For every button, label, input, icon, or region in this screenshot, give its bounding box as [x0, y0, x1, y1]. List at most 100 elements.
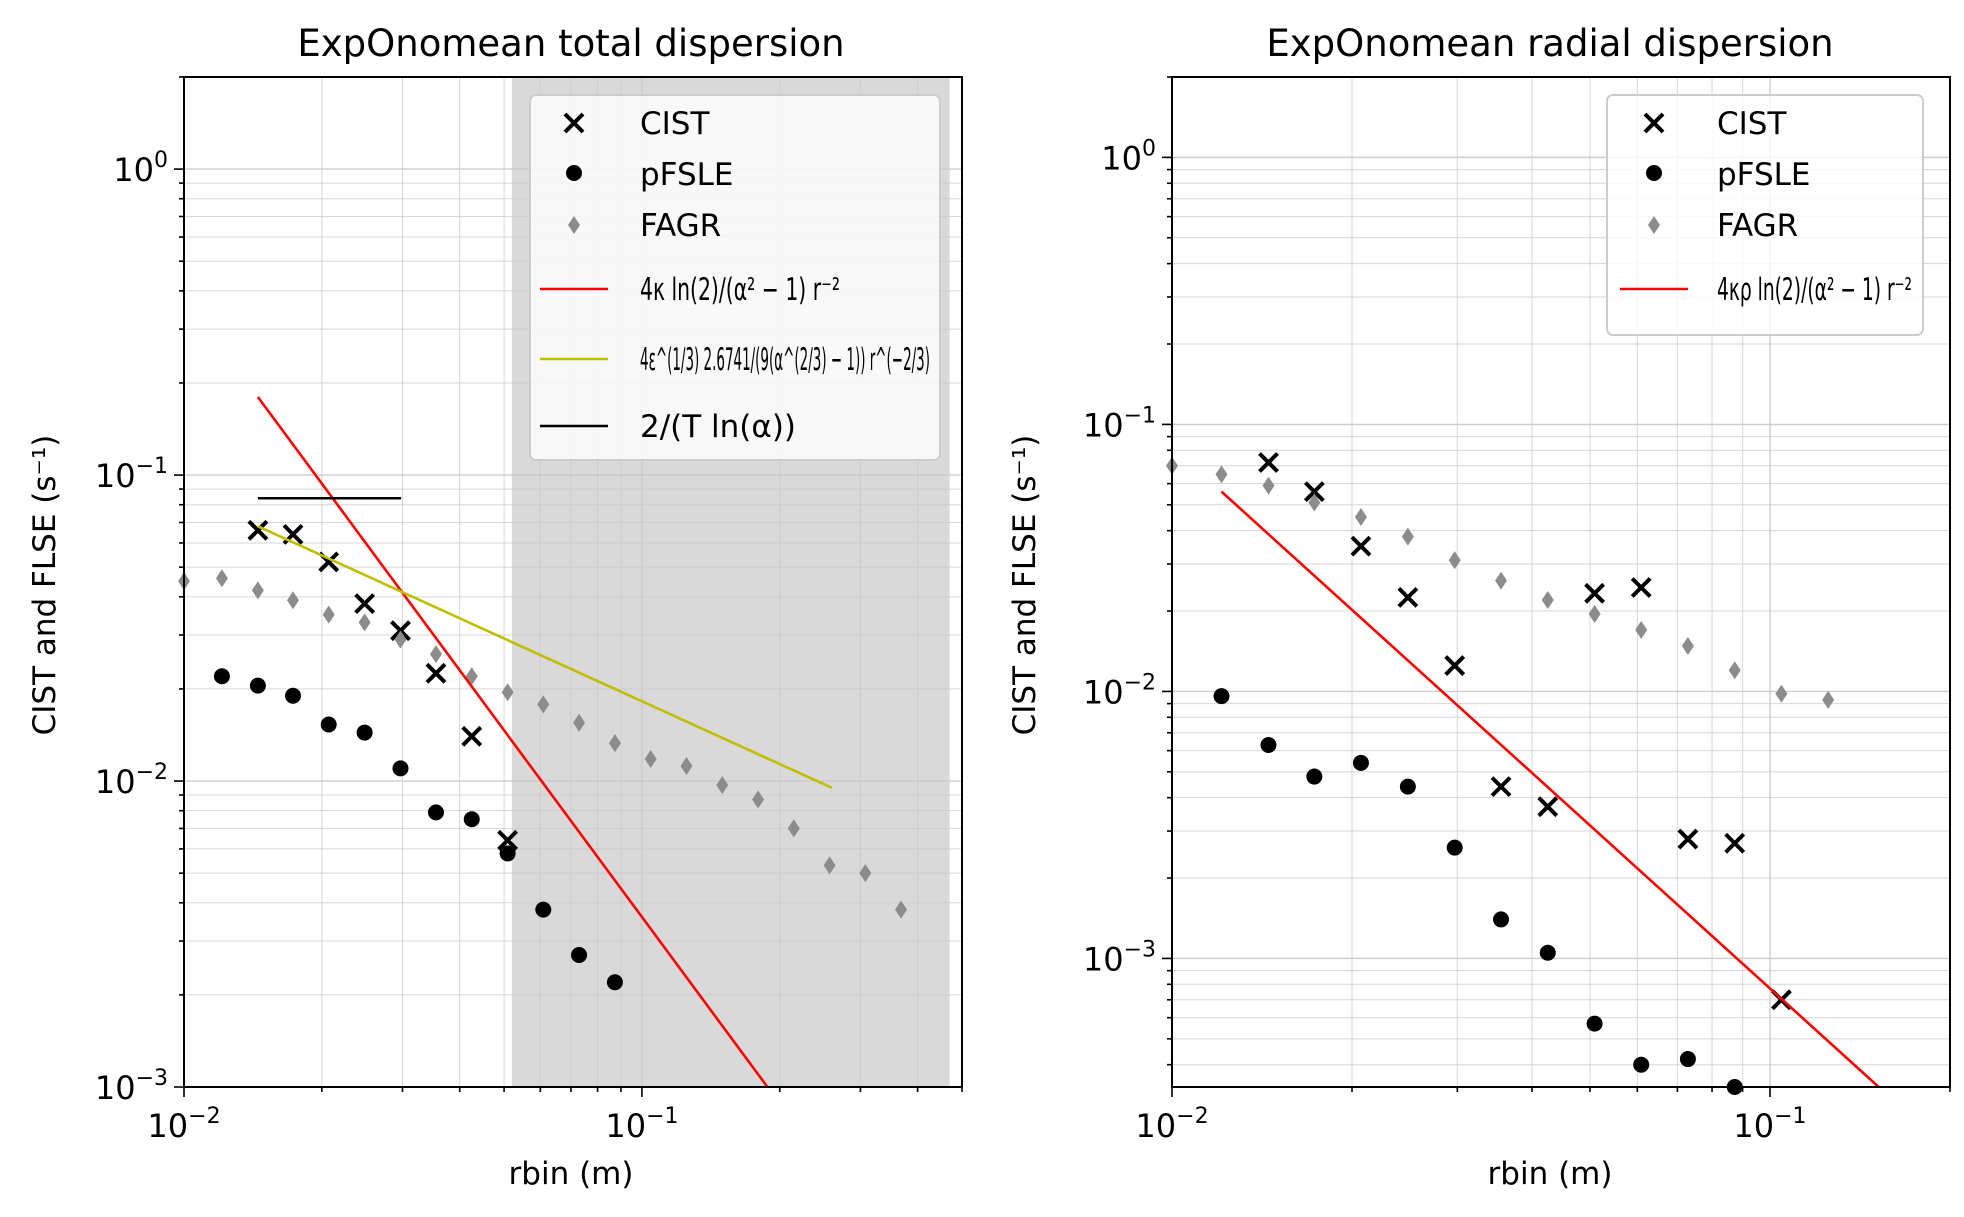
point-cist: [1537, 796, 1559, 818]
point-cist: [1444, 655, 1466, 676]
point-pfsle: [1493, 911, 1510, 928]
point-pfsle: [1399, 778, 1416, 795]
legend-entry-pfsle: pFSLE: [1646, 157, 1811, 193]
legend-entry-olive-fit: 4ε^(1/3) 2.6741/(9(α^(2/3) − 1)) r^(−2/3…: [540, 342, 930, 378]
legend-label-pfsle: pFSLE: [640, 157, 734, 193]
y-tick-labels: 10−3 10−2 10−1 100: [95, 148, 168, 1107]
point-pfsle: [249, 677, 266, 694]
point-pfsle: [1352, 754, 1369, 771]
legend-label-black-fit: 2/(T ln(α)): [640, 409, 796, 445]
point-pfsle: [1260, 736, 1277, 753]
x-tick-label: 10−1: [605, 1104, 678, 1145]
y-tick-label: 10−3: [1083, 937, 1156, 978]
total-dispersion-panel: ExpOnomean total dispersion rbin (m) CIS…: [27, 22, 963, 1192]
legend-label-cist: CIST: [1717, 106, 1787, 142]
point-cist: [1630, 577, 1652, 598]
point-fagr: [322, 605, 335, 624]
chart-title: ExpOnomean radial dispersion: [1266, 22, 1833, 65]
point-fagr: [251, 581, 264, 600]
y-axis-label: CIST and FLSE (s⁻¹): [1007, 435, 1043, 736]
series-red: [1220, 490, 1880, 1088]
legend-entry-red-fit: 4κ ln(2)/(α² − 1) r⁻²: [540, 272, 840, 308]
point-fagr: [823, 856, 836, 875]
point-pfsle: [499, 845, 516, 862]
point-fagr: [644, 750, 657, 769]
point-fagr: [1681, 636, 1694, 655]
series-olive: [257, 525, 833, 790]
point-fagr: [1262, 476, 1275, 495]
legend-label-olive-fit: 4ε^(1/3) 2.6741/(9(α^(2/3) − 1)) r^(−2/3…: [640, 342, 930, 378]
series-pfsle: [1213, 688, 1743, 1095]
point-fagr: [1401, 527, 1414, 546]
point-pfsle: [1306, 768, 1323, 785]
point-cist: [1258, 452, 1279, 473]
radial-dispersion-panel: ExpOnomean radial dispersion rbin (m) CI…: [1007, 22, 1951, 1192]
point-cist: [1677, 828, 1699, 850]
point-fagr: [429, 645, 442, 664]
point-fagr: [1448, 551, 1461, 570]
point-cist: [1724, 832, 1746, 854]
point-fagr: [501, 683, 514, 702]
legend-label-red-fit: 4κ ln(2)/(α² − 1) r⁻²: [640, 272, 840, 308]
point-fagr: [573, 713, 586, 732]
point-pfsle: [1633, 1056, 1650, 1073]
point-fagr: [608, 734, 621, 753]
point-fagr: [1354, 507, 1367, 526]
point-pfsle: [320, 716, 337, 733]
y-tick-labels: 10−3 10−2 10−1 100: [1083, 136, 1156, 978]
legend-entry-red-fit: 4κρ ln(2)/(α² − 1) r⁻²: [1620, 272, 1912, 308]
series-cist: [1258, 452, 1792, 1011]
legend-entry-cist: CIST: [1643, 106, 1787, 142]
point-fagr: [859, 864, 872, 883]
legend-label-cist: CIST: [640, 106, 710, 142]
point-cist: [247, 519, 269, 541]
x-tick-labels: 10−2 10−1: [147, 1104, 678, 1145]
legend-marker-circle: [1646, 165, 1662, 181]
x-tick-label: 10−2: [1135, 1104, 1208, 1145]
series-red: [256, 396, 769, 1088]
point-pfsle: [356, 724, 373, 741]
point-pfsle: [285, 687, 302, 704]
point-pfsle: [1446, 839, 1463, 856]
legend-entry-cist: CIST: [563, 106, 710, 142]
legend-entry-fagr: FAGR: [1648, 208, 1798, 244]
y-tick-label: 100: [1101, 136, 1156, 177]
legend-label-fagr: FAGR: [640, 208, 721, 244]
point-fagr: [1728, 661, 1741, 680]
plot-frame: [1171, 76, 1951, 1088]
y-tick-label: 10−3: [95, 1066, 168, 1107]
point-fagr: [537, 695, 550, 714]
point-pfsle: [1539, 944, 1556, 961]
y-tick-label: 100: [113, 148, 168, 189]
point-fagr: [287, 591, 300, 610]
point-fagr: [787, 819, 800, 838]
point-fagr: [895, 900, 908, 919]
x-axis-label: rbin (m): [509, 1156, 634, 1192]
point-cist: [1584, 582, 1606, 604]
point-cist: [1303, 481, 1325, 503]
legend-marker-diamond: [568, 216, 580, 234]
point-cist: [497, 829, 519, 851]
point-fagr: [394, 630, 407, 649]
legend-marker-diamond: [1648, 216, 1660, 234]
plot-frame: [183, 76, 963, 1088]
legend-label-pfsle: pFSLE: [1717, 157, 1811, 193]
legend-marker-circle: [566, 165, 582, 181]
point-fagr: [1822, 690, 1835, 709]
point-fagr: [716, 776, 729, 795]
point-cist: [1490, 776, 1512, 798]
legend-entry-fagr: FAGR: [568, 208, 721, 244]
y-tick-label: 10−1: [95, 454, 168, 495]
x-tick-labels: 10−2 10−1: [1135, 1104, 1806, 1145]
point-fagr: [215, 569, 228, 588]
point-pfsle: [606, 974, 623, 991]
point-fagr: [1588, 604, 1601, 623]
x-axis-label: rbin (m): [1488, 1156, 1613, 1192]
series-pfsle: [213, 668, 623, 991]
point-fagr: [1635, 620, 1648, 639]
point-cist: [425, 662, 447, 684]
y-tick-label: 10−2: [95, 760, 168, 801]
x-tick-label: 10−1: [1733, 1104, 1806, 1145]
point-pfsle: [463, 811, 480, 828]
